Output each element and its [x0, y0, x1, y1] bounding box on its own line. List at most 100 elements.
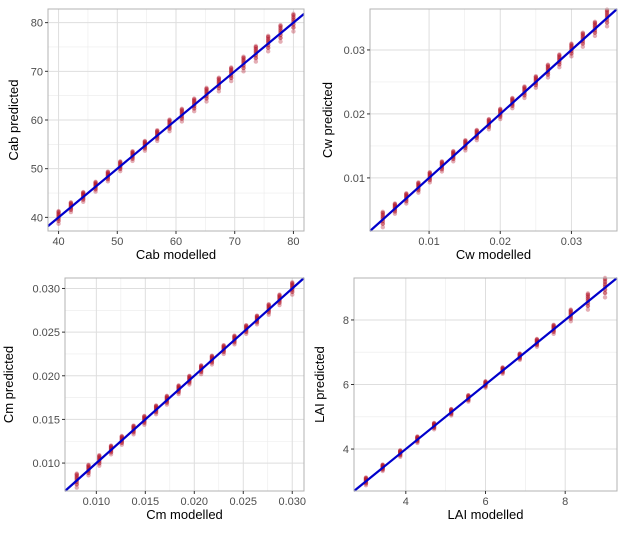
- x-tick-label: 40: [52, 236, 64, 248]
- data-point: [81, 190, 86, 195]
- data-point: [604, 24, 610, 29]
- data-point: [241, 69, 246, 74]
- data-point: [486, 117, 492, 123]
- data-point: [291, 25, 296, 30]
- y-tick-label: 0.02: [344, 109, 365, 121]
- plot-border: [64, 277, 305, 492]
- data-point: [522, 85, 527, 90]
- data-point: [198, 363, 204, 369]
- data-point: [221, 343, 226, 348]
- data-point: [164, 394, 170, 399]
- data-point: [142, 414, 147, 419]
- data-point: [604, 7, 610, 12]
- x-tick-label: 70: [229, 236, 241, 248]
- data-point: [105, 169, 111, 174]
- data-point: [179, 107, 185, 112]
- y-tick-label: 50: [31, 164, 43, 176]
- data-point: [592, 33, 598, 39]
- data-point: [380, 209, 386, 215]
- data-point: [155, 128, 160, 134]
- data-point: [221, 343, 226, 349]
- y-tick-label: 8: [343, 315, 349, 327]
- y-tick-label: 0.03: [344, 45, 365, 57]
- data-point: [474, 128, 479, 133]
- y-tick-label: 70: [31, 66, 43, 78]
- data-point: [86, 463, 91, 468]
- data-point: [277, 293, 282, 298]
- data-point: [86, 462, 91, 468]
- x-tick-label: 0.030: [278, 496, 306, 508]
- data-point: [451, 149, 456, 154]
- data-point: [198, 363, 204, 368]
- x-tick-label: 0.015: [132, 496, 160, 508]
- data-point: [232, 333, 237, 338]
- data-point: [380, 210, 386, 216]
- y-axis-title: LAI predicted: [312, 346, 327, 423]
- data-point: [228, 66, 234, 71]
- data-point: [192, 96, 197, 101]
- data-point: [216, 89, 222, 94]
- data-point: [187, 374, 192, 379]
- data-point: [604, 8, 610, 14]
- data-point: [551, 322, 556, 327]
- data-point: [510, 96, 515, 101]
- data-point: [585, 291, 591, 296]
- data-point: [392, 201, 398, 206]
- y-axis-title: Cab predicted: [6, 80, 21, 161]
- x-tick-label: 0.03: [561, 236, 582, 248]
- data-point: [290, 280, 295, 285]
- y-tick-label: 60: [31, 115, 43, 127]
- x-axis-title: Cw modelled: [456, 247, 531, 262]
- data-point: [592, 20, 598, 26]
- data-point: [291, 11, 296, 17]
- x-tick-label: 0.02: [490, 236, 511, 248]
- chart-panel-4: 4 6 8 4 6 8 LAI modelled LAI predicted: [312, 275, 618, 522]
- data-point: [142, 139, 148, 144]
- data-point: [427, 169, 432, 175]
- data-point: [291, 12, 296, 18]
- y-tick-label: 4: [343, 444, 349, 456]
- data-point: [153, 403, 159, 408]
- fit-line: [369, 8, 618, 232]
- y-tick-label: 0.030: [32, 283, 60, 295]
- data-point: [118, 159, 123, 165]
- data-point: [153, 403, 159, 409]
- data-point: [498, 107, 503, 112]
- data-point: [602, 295, 608, 300]
- data-point: [142, 138, 148, 144]
- x-tick-label: 6: [482, 496, 488, 508]
- data-point: [209, 354, 215, 359]
- data-point: [119, 433, 125, 439]
- data-point: [498, 106, 503, 112]
- data-point: [585, 292, 591, 297]
- data-point: [602, 290, 608, 296]
- data-point: [204, 86, 209, 92]
- data-point: [164, 393, 170, 399]
- x-axis-title: Cab modelled: [136, 247, 216, 262]
- x-tick-label: 0.01: [418, 236, 439, 248]
- data-point: [81, 189, 86, 195]
- data-point: [533, 74, 539, 80]
- data-point: [557, 53, 562, 58]
- data-point: [108, 444, 114, 449]
- data-point: [209, 353, 215, 358]
- data-point: [278, 22, 283, 28]
- data-point: [551, 323, 556, 328]
- data-point: [74, 471, 79, 476]
- data-point: [155, 128, 160, 133]
- data-point: [187, 373, 192, 378]
- data-point: [131, 423, 136, 429]
- data-point: [253, 43, 259, 49]
- data-point: [68, 200, 74, 206]
- y-tick-label: 0.015: [32, 414, 60, 426]
- fit-line: [47, 13, 305, 227]
- data-point: [74, 485, 79, 490]
- data-point: [74, 472, 79, 477]
- x-tick-label: 4: [403, 496, 409, 508]
- data-point: [266, 301, 271, 307]
- data-point: [204, 85, 209, 91]
- data-point: [580, 30, 586, 35]
- chart-panel-1: 40 50 60 70 80 40 50 60 70 80 Cab modelled Cab pred…: [6, 8, 305, 262]
- chart-panel-3: 0.010 0.015 0.020 0.025 0.030 0.010 0.015 0.020…: [1, 277, 306, 522]
- data-point: [265, 34, 271, 40]
